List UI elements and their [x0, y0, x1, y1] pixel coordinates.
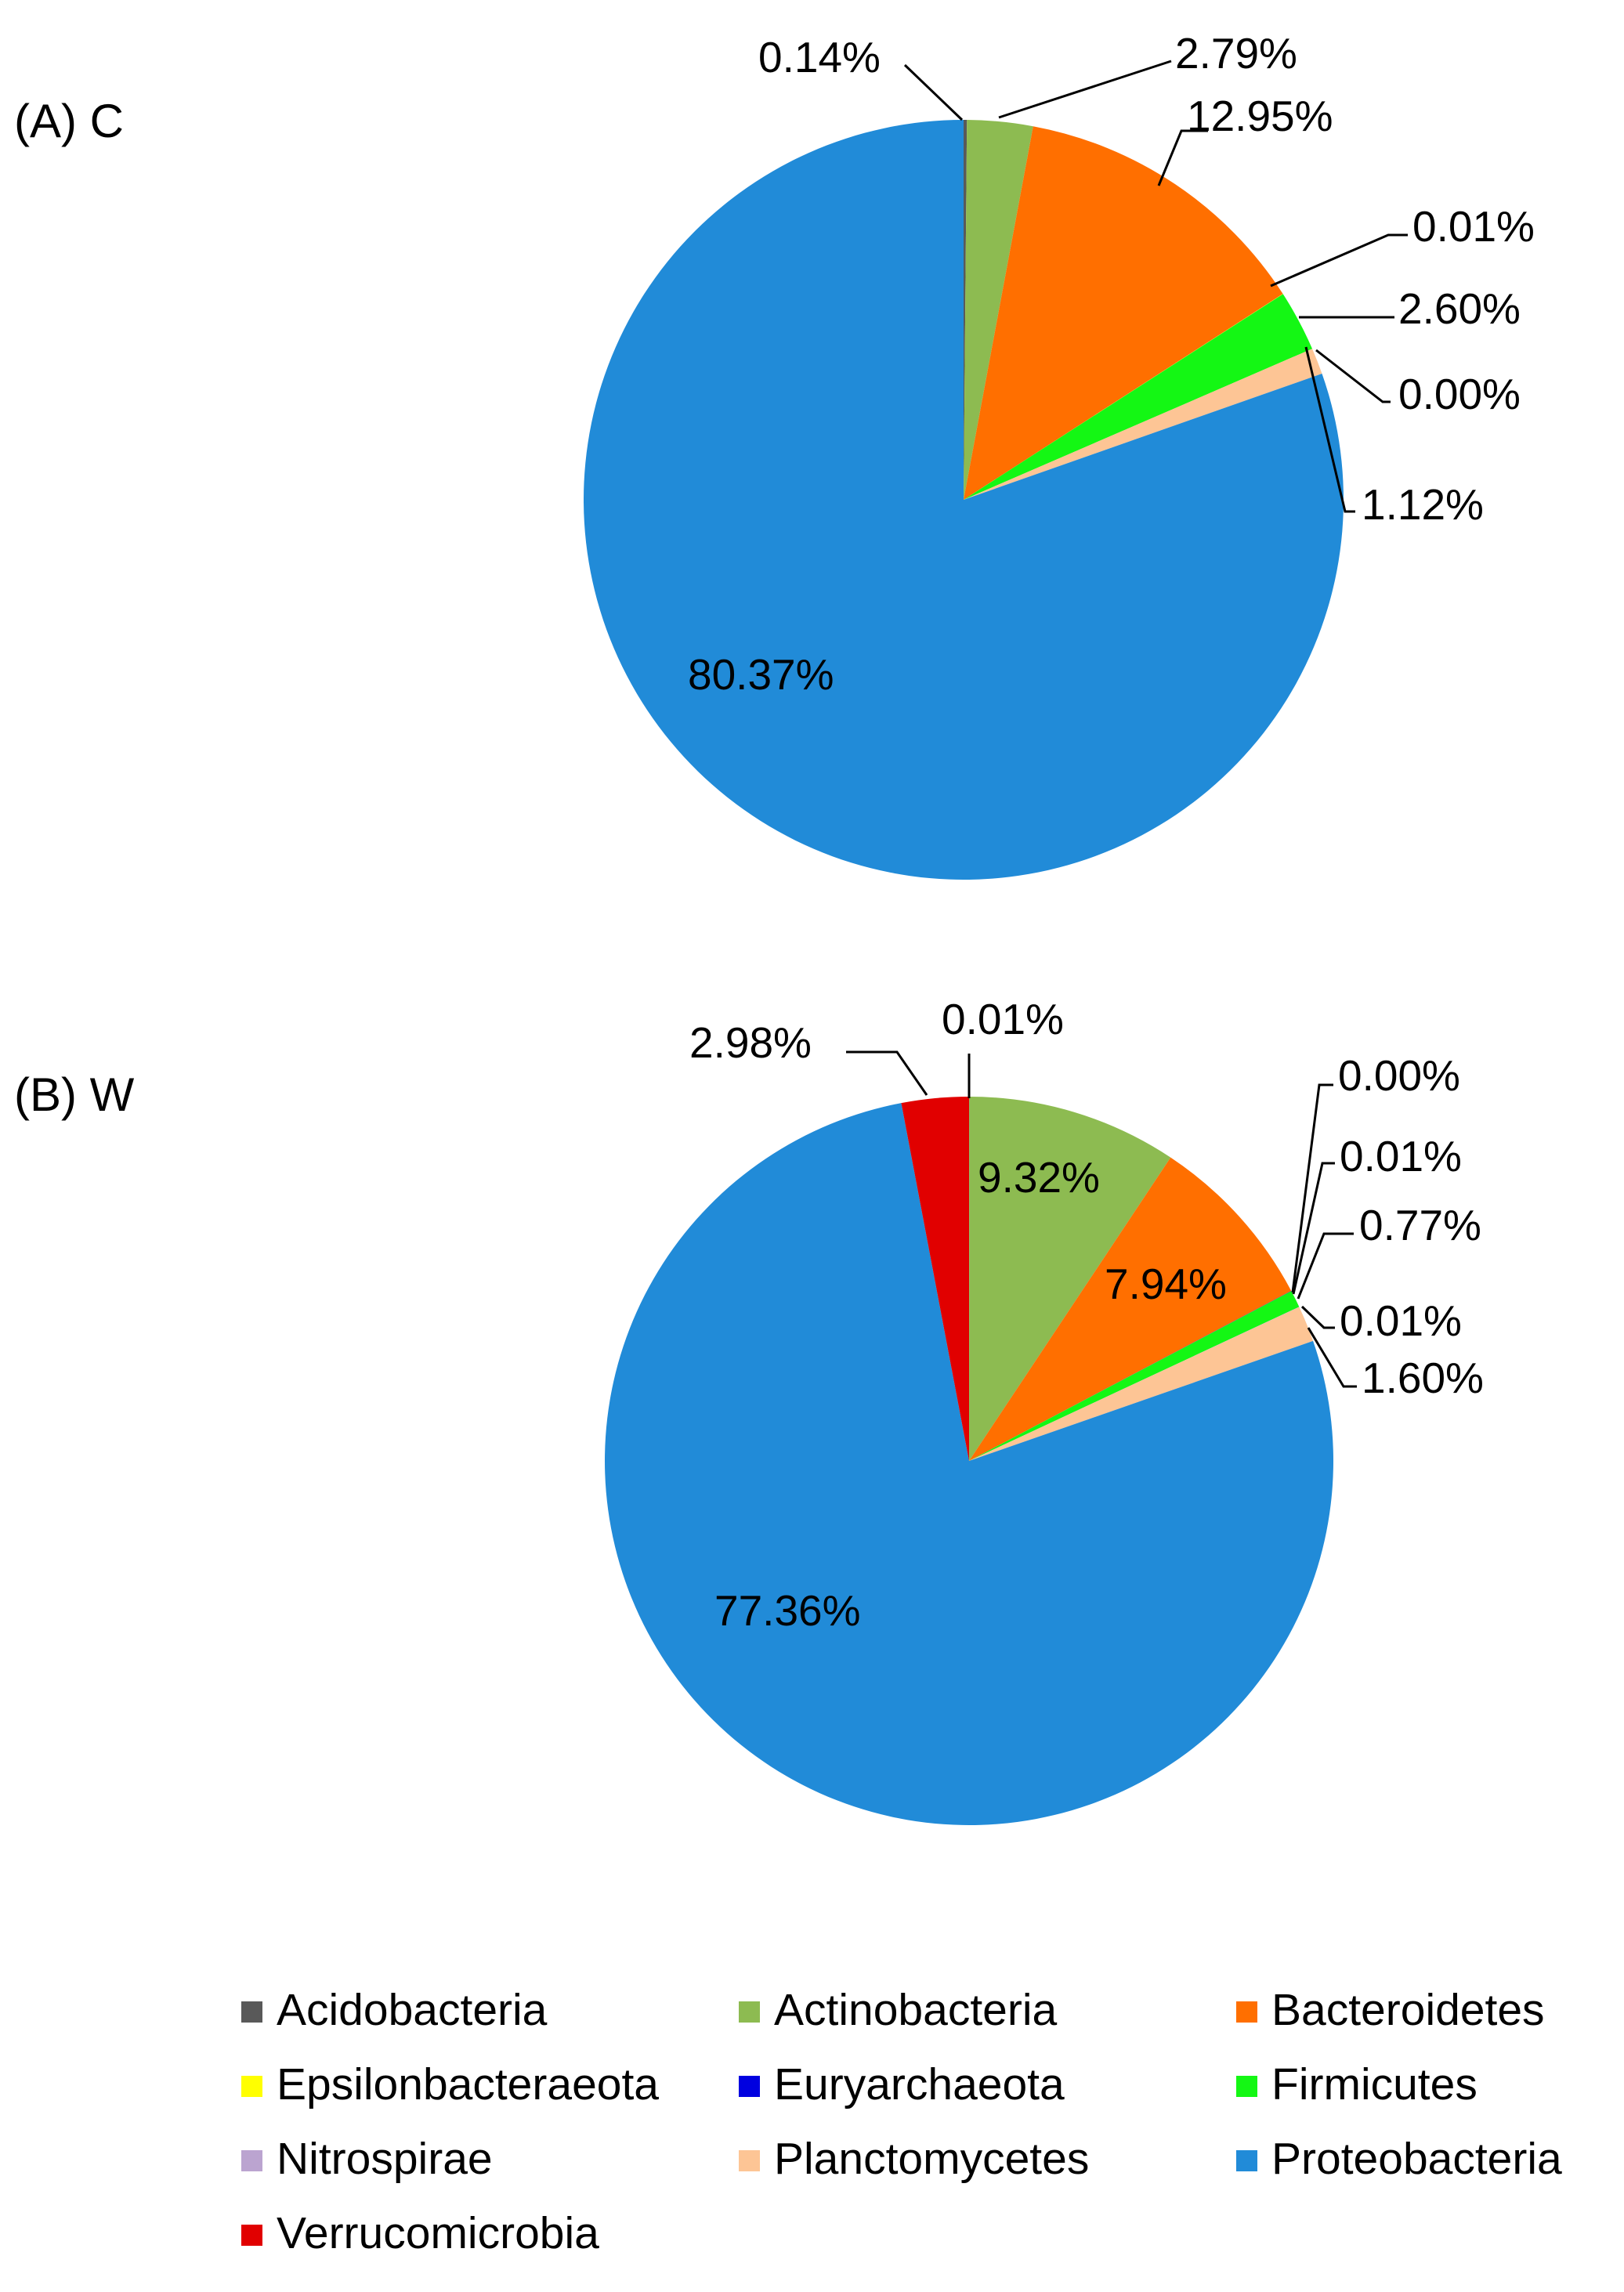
- pie-slice-firmicutes: [964, 294, 1313, 500]
- pie-slice-bacteroidetes: [964, 126, 1283, 500]
- pie-slice-epsilonbacteraeota: [964, 294, 1283, 500]
- legend-label-verrucomicrobia: Verrucomicrobia: [277, 2208, 599, 2258]
- data-label-actinobacteria: 9.32%: [978, 1153, 1100, 1202]
- data-label-euryarchaeota: 0.00%: [1398, 370, 1521, 418]
- data-label-epsilonbacteraeota: 0.00%: [1338, 1051, 1460, 1100]
- leader-line-euryarchaeota: [1292, 1162, 1335, 1295]
- leader-line-firmicutes: [1297, 1232, 1354, 1300]
- data-label-planctomycetes: 1.12%: [1362, 480, 1484, 529]
- data-label-euryarchaeota: 0.01%: [1340, 1132, 1462, 1180]
- legend-swatch-firmicutes: [1236, 2076, 1257, 2097]
- pie-slice-verrucomicrobia: [901, 1097, 969, 1461]
- pie-chart-b: 0.01% 9.32% 7.94% 0.00% 0.01% 0.77% 0.01% 1.60%…: [605, 995, 1484, 1826]
- legend-swatch-epsilonbacteraeota: [241, 2076, 262, 2097]
- data-label-planctomycetes: 1.60%: [1362, 1354, 1484, 1402]
- data-label-actinobacteria: 2.79%: [1175, 29, 1297, 78]
- pie-slice-actinobacteria: [964, 120, 1033, 500]
- pie-slice-planctomycetes: [964, 349, 1322, 500]
- data-label-proteobacteria: 80.37%: [688, 650, 834, 699]
- legend: Acidobacteria Actinobacteria Bacteroidetes…: [241, 1985, 1562, 2258]
- data-label-firmicutes: 0.77%: [1359, 1201, 1481, 1249]
- leader-line-epsilonbacteraeota: [1270, 233, 1408, 287]
- pie-slice-proteobacteria: [583, 120, 1344, 880]
- pie-slice-acidobacteria: [964, 120, 968, 500]
- legend-swatch-euryarchaeota: [739, 2076, 760, 2097]
- pie-chart-a: 0.14% 2.79% 12.95% 0.01% 2.60% 0.00% 1.12% 80.3…: [583, 29, 1535, 880]
- legend-swatch-acidobacteria: [241, 2001, 262, 2023]
- pie-slice-actinobacteria: [969, 1097, 1171, 1461]
- panel-title-a: (A) C: [14, 95, 124, 147]
- data-label-epsilonbacteraeota: 0.01%: [1412, 202, 1535, 251]
- legend-label-epsilonbacteraeota: Epsilonbacteraeota: [277, 2059, 659, 2109]
- legend-label-bacteroidetes: Bacteroidetes: [1271, 1985, 1545, 2035]
- legend-swatch-proteobacteria: [1236, 2150, 1257, 2171]
- data-label-bacteroidetes: 7.94%: [1105, 1260, 1227, 1308]
- legend-label-nitrospirae: Nitrospirae: [277, 2134, 493, 2184]
- legend-swatch-nitrospirae: [241, 2150, 262, 2171]
- leader-line-euryarchaeota: [1315, 349, 1391, 403]
- legend-label-actinobacteria: Actinobacteria: [774, 1985, 1058, 2035]
- pie-slice-nitrospirae: [969, 1307, 1300, 1461]
- leader-line-nitrospirae: [1300, 1305, 1335, 1329]
- pie-slice-bacteroidetes: [969, 1157, 1292, 1461]
- legend-label-firmicutes: Firmicutes: [1271, 2059, 1478, 2109]
- legend-label-euryarchaeota: Euryarchaeota: [774, 2059, 1065, 2109]
- data-label-firmicutes: 2.60%: [1398, 284, 1521, 333]
- legend-swatch-bacteroidetes: [1236, 2001, 1257, 2023]
- leader-line-actinobacteria: [998, 60, 1172, 119]
- pie-slice-firmicutes: [969, 1291, 1300, 1461]
- legend-label-acidobacteria: Acidobacteria: [277, 1985, 548, 2035]
- data-label-nitrospirae: 0.01%: [1340, 1296, 1462, 1345]
- leader-line-bacteroidetes: [1157, 129, 1208, 186]
- legend-swatch-actinobacteria: [739, 2001, 760, 2023]
- data-label-acidobacteria: 0.14%: [758, 33, 881, 81]
- pie-slice-proteobacteria: [605, 1103, 1334, 1826]
- data-label-verrucomicrobia: 2.98%: [689, 1018, 812, 1067]
- legend-swatch-planctomycetes: [739, 2150, 760, 2171]
- legend-label-planctomycetes: Planctomycetes: [774, 2134, 1089, 2184]
- data-label-bacteroidetes: 12.95%: [1187, 92, 1333, 140]
- leader-line-acidobacteria: [903, 63, 964, 121]
- panel-title-b: (B) W: [14, 1068, 135, 1121]
- legend-label-proteobacteria: Proteobacteria: [1271, 2134, 1562, 2184]
- pie-slice-planctomycetes: [969, 1307, 1314, 1461]
- legend-swatch-verrucomicrobia: [241, 2225, 262, 2246]
- leader-line-verrucomicrobia: [846, 1050, 928, 1096]
- leader-line-planctomycetes: [1307, 1327, 1357, 1388]
- data-label-proteobacteria: 77.36%: [714, 1586, 861, 1635]
- data-label-acidobacteria: 0.01%: [942, 995, 1064, 1043]
- leader-line-epsilonbacteraeota: [1291, 1083, 1333, 1293]
- pie-slice-euryarchaeota: [969, 1290, 1292, 1461]
- leader-line-planctomycetes: [1304, 346, 1355, 513]
